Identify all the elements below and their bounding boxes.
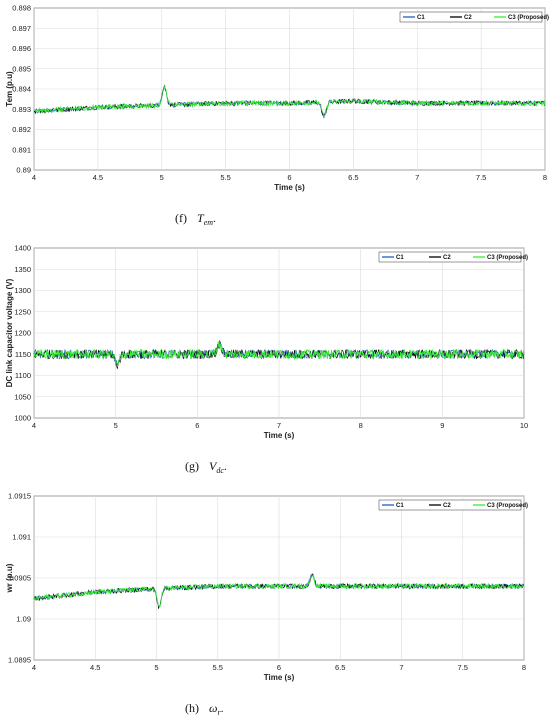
x-tick-label: 7 bbox=[277, 421, 281, 430]
figure-caption: (f) Tem. bbox=[175, 211, 216, 227]
y-tick-label: 0.896 bbox=[12, 44, 31, 53]
x-tick-label: 7 bbox=[415, 173, 419, 182]
caption-subscript: em bbox=[204, 218, 214, 227]
legend-box bbox=[378, 251, 522, 263]
legend-entry-2: C2 bbox=[464, 15, 472, 21]
y-tick-label: 1300 bbox=[14, 286, 31, 295]
x-tick-label: 7.5 bbox=[476, 173, 486, 182]
y-tick-label: 1100 bbox=[15, 371, 31, 380]
y-tick-label: 0.898 bbox=[12, 4, 31, 13]
series-c3-line bbox=[33, 341, 525, 365]
caption-symbol: T bbox=[197, 211, 205, 225]
figure-caption: (g) Vdc. bbox=[185, 459, 227, 475]
x-tick-label: 7.5 bbox=[458, 663, 468, 672]
x-axis-label: Time (s) bbox=[264, 673, 295, 682]
legend-entry-3: C3 (Proposed) bbox=[508, 15, 549, 21]
x-tick-label: 6.5 bbox=[348, 173, 358, 182]
y-tick-label: 1200 bbox=[14, 329, 31, 338]
legend-entry-2: C2 bbox=[443, 503, 451, 509]
legend-box bbox=[399, 11, 543, 23]
series-c1-line bbox=[33, 84, 546, 119]
x-tick-label: 6 bbox=[287, 173, 291, 182]
y-tick-label: 1000 bbox=[14, 414, 31, 423]
y-tick-label: 0.895 bbox=[12, 64, 31, 73]
y-tick-label: 1.09 bbox=[16, 615, 31, 624]
x-tick-label: 6 bbox=[277, 663, 281, 672]
caption-tail: . bbox=[213, 211, 216, 225]
y-tick-label: 1050 bbox=[14, 392, 31, 401]
legend: C1 C2 C3 (Proposed) bbox=[378, 499, 528, 511]
x-tick-label: 8 bbox=[359, 421, 363, 430]
chart-1: 4 4.5 5 5.5 6 6.5 7 7.5 8 0.89 0.891 0.892 0.893 0.89… bbox=[5, 4, 549, 193]
x-tick-label: 8 bbox=[543, 173, 547, 182]
y-tick-label: 1.0895 bbox=[8, 656, 31, 665]
legend-entry-3: C3 (Proposed) bbox=[487, 255, 528, 261]
x-tick-label: 4.5 bbox=[93, 173, 103, 182]
y-tick-label: 0.897 bbox=[12, 24, 31, 33]
caption-label: (g) bbox=[185, 459, 199, 473]
x-tick-label: 4.5 bbox=[90, 663, 100, 672]
x-tick-label: 6.5 bbox=[335, 663, 345, 672]
x-tick-label: 4 bbox=[32, 173, 36, 182]
caption-symbol: ω bbox=[209, 701, 217, 715]
x-tick-label: 5 bbox=[160, 173, 164, 182]
y-tick-label: 0.891 bbox=[12, 145, 31, 154]
x-tick-label: 5.5 bbox=[213, 663, 223, 672]
y-axis-label: wr (p.u) bbox=[5, 563, 14, 593]
legend-box bbox=[378, 499, 522, 511]
y-tick-label: 0.893 bbox=[12, 105, 31, 114]
y-tick-label: 1.0905 bbox=[8, 574, 31, 583]
caption-symbol: V bbox=[209, 459, 218, 473]
y-axis-label: DC link capacitor voltage (V) bbox=[5, 278, 14, 387]
y-tick-label: 1250 bbox=[14, 307, 31, 316]
series-c3-line bbox=[33, 573, 525, 608]
x-tick-label: 10 bbox=[520, 421, 528, 430]
y-tick-label: 1350 bbox=[14, 265, 31, 274]
y-tick-label: 0.89 bbox=[16, 166, 31, 175]
x-tick-label: 4 bbox=[32, 663, 36, 672]
legend-entry-1: C1 bbox=[396, 255, 404, 261]
x-axis-label: Time (s) bbox=[264, 431, 295, 440]
x-tick-label: 8 bbox=[522, 663, 526, 672]
caption-label: (h) bbox=[185, 701, 199, 715]
x-tick-label: 5.5 bbox=[220, 173, 230, 182]
caption-tail: . bbox=[221, 701, 224, 715]
x-tick-label: 4 bbox=[32, 421, 36, 430]
legend-entry-3: C3 (Proposed) bbox=[487, 503, 528, 509]
caption-label: (f) bbox=[175, 211, 187, 225]
x-tick-label: 5 bbox=[114, 421, 118, 430]
y-tick-label: 0.894 bbox=[12, 85, 31, 94]
legend-entry-1: C1 bbox=[396, 503, 404, 509]
x-tick-label: 5 bbox=[154, 663, 158, 672]
y-tick-label: 0.892 bbox=[12, 125, 31, 134]
y-tick-label: 1400 bbox=[14, 244, 31, 253]
legend: C1 C2 C3 (Proposed) bbox=[378, 251, 528, 263]
y-tick-label: 1.0915 bbox=[8, 492, 31, 501]
caption-subscript: dc bbox=[216, 466, 224, 475]
y-axis-label: Tem (p.u) bbox=[5, 71, 14, 107]
legend-entry-1: C1 bbox=[417, 15, 425, 21]
x-axis-label: Time (s) bbox=[274, 183, 305, 192]
legend: C1 C2 C3 (Proposed) bbox=[399, 11, 549, 23]
caption-subscript: r bbox=[217, 708, 221, 717]
series-c3-line bbox=[33, 84, 546, 116]
y-tick-label: 1.091 bbox=[12, 533, 31, 542]
figure-caption: (h) ωr. bbox=[185, 701, 224, 717]
x-tick-label: 6 bbox=[195, 421, 199, 430]
chart-2: 4 5 6 7 8 9 10 1000 1050 1100 1150 1200 1250 1300 1350… bbox=[5, 244, 528, 441]
legend-entry-2: C2 bbox=[443, 255, 451, 261]
y-tick-label: 1150 bbox=[15, 350, 31, 359]
x-tick-label: 7 bbox=[399, 663, 403, 672]
x-tick-label: 9 bbox=[440, 421, 444, 430]
caption-tail: . bbox=[224, 459, 227, 473]
chart-3: 4 4.5 5 5.5 6 6.5 7 7.5 8 1.0895 1.09 1.0905 1.091 1.… bbox=[5, 492, 528, 683]
